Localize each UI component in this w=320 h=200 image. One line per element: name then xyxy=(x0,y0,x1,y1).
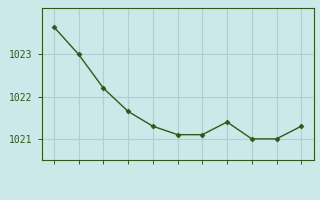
Text: 20: 20 xyxy=(221,170,233,180)
Text: 17: 17 xyxy=(147,170,159,180)
Text: 18: 18 xyxy=(172,170,183,180)
Text: 19: 19 xyxy=(196,170,208,180)
Text: 22: 22 xyxy=(271,170,282,180)
Text: 16: 16 xyxy=(122,170,134,180)
Text: 13: 13 xyxy=(48,170,60,180)
Text: Graphe pression niveau de la mer (hPa): Graphe pression niveau de la mer (hPa) xyxy=(48,188,272,198)
Text: 23: 23 xyxy=(295,170,307,180)
Text: 15: 15 xyxy=(98,170,109,180)
Text: 14: 14 xyxy=(73,170,84,180)
Text: 21: 21 xyxy=(246,170,258,180)
